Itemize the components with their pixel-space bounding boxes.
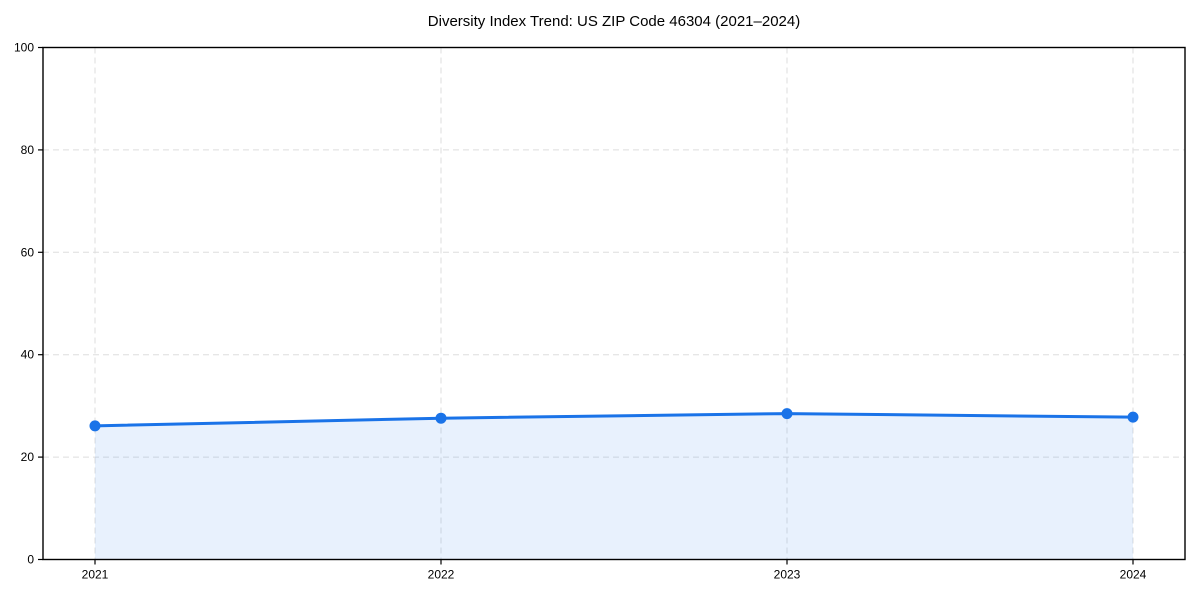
data-point: [1127, 411, 1139, 423]
x-tick-label: 2024: [1120, 568, 1147, 582]
x-tick-label: 2021: [82, 568, 109, 582]
x-tick-label: 2023: [774, 568, 801, 582]
y-tick-label: 0: [27, 553, 34, 567]
area-fill: [95, 413, 1133, 560]
y-tick-label: 100: [14, 41, 34, 55]
trend-line: [93, 412, 1135, 428]
data-point: [781, 408, 793, 420]
y-tick-label: 20: [21, 450, 35, 464]
y-tick-label: 80: [21, 143, 35, 157]
data-points: [89, 408, 1139, 432]
plot-border: [42, 46, 1186, 561]
data-point: [89, 420, 101, 432]
y-tick-label: 60: [21, 245, 35, 259]
chart-title: Diversity Index Trend: US ZIP Code 46304…: [427, 13, 801, 30]
data-point: [435, 412, 447, 424]
x-tick-label: 2022: [428, 568, 455, 582]
tick-marks: [38, 46, 1134, 565]
y-tick-label: 40: [21, 348, 35, 362]
